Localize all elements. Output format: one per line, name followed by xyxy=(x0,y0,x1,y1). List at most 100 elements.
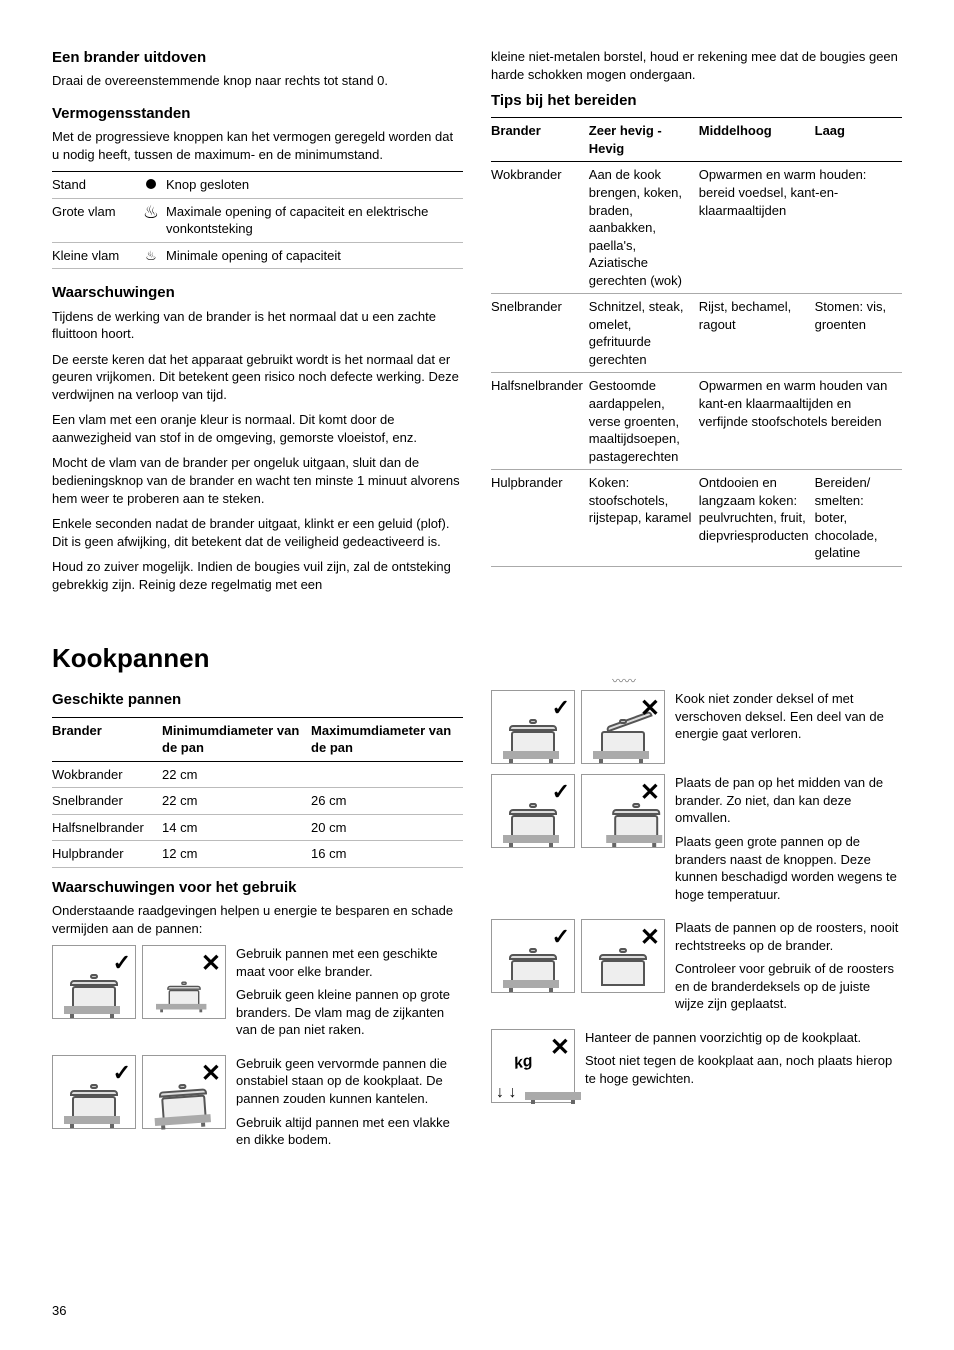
pan-cell: Wokbrander xyxy=(52,761,162,788)
heading-gebruik: Waarschuwingen voor het gebruik xyxy=(52,878,463,898)
pot-lid-on-icon xyxy=(491,690,575,764)
tip-l3: Gebruik geen vervormde pannen die onstab… xyxy=(236,1055,463,1108)
stand-row: Stand Knop gesloten xyxy=(52,172,463,199)
stand-label: Stand xyxy=(52,172,142,199)
tip-row-1: Gebruik pannen met een geschikte maat vo… xyxy=(52,945,463,1045)
tip-r2: Plaats de pan op het midden van de brand… xyxy=(675,774,902,827)
heading-geschikt: Geschikte pannen xyxy=(52,690,463,710)
down-arrows-icon: ↓ ↓ xyxy=(496,1082,516,1104)
pot-on-grate-icon xyxy=(491,919,575,993)
text-gebruik-intro: Onderstaande raadgevingen helpen u energ… xyxy=(52,902,463,937)
heading-kookpannen: Kookpannen xyxy=(52,641,902,676)
stand-desc: Minimale opening of capaciteit xyxy=(166,242,463,269)
kook-right-col: 〰〰 Kook niet zonder deksel of met versch… xyxy=(491,690,902,1164)
tips-cell: Opwarmen en warm houden: bereid voedsel,… xyxy=(699,162,902,294)
heavy-weight-icon: kg ↓ ↓ xyxy=(491,1029,575,1103)
pan-th-min: Minimumdiameter van de pan xyxy=(162,717,311,761)
stand-label: Kleine vlam xyxy=(52,242,142,269)
heading-uitdoven: Een brander uitdoven xyxy=(52,48,463,68)
pot-correct-size-icon xyxy=(52,945,136,1019)
table-tips: Brander Zeer hevig - Hevig Middelhoog La… xyxy=(491,117,902,567)
left-column: Een brander uitdoven Draai de overeenste… xyxy=(52,48,463,607)
table-stand: Stand Knop gesloten Grote vlam♨ Maximale op… xyxy=(52,171,463,269)
tips-cell: Rijst, bechamel, ragout xyxy=(699,294,815,373)
tip-l4: Gebruik altijd pannen met een vlakke en … xyxy=(236,1114,463,1149)
heading-waarschuwingen: Waarschuwingen xyxy=(52,283,463,303)
tip-r5: Controleer voor gebruik of de roosters e… xyxy=(675,960,902,1013)
stand-desc: Knop gesloten xyxy=(166,172,463,199)
pan-cell: 16 cm xyxy=(311,841,463,868)
pan-cell: 22 cm xyxy=(162,788,311,815)
pan-row: Wokbrander22 cm xyxy=(52,761,463,788)
warn-p5: Enkele seconden nadat de brander uitgaat… xyxy=(52,515,463,550)
tip-l1: Gebruik pannen met een geschikte maat vo… xyxy=(236,945,463,980)
pan-cell: Hulpbrander xyxy=(52,841,162,868)
large-flame-icon: ♨ xyxy=(143,203,159,221)
tips-cell: Gestoomde aardappelen, verse groenten, m… xyxy=(589,373,699,470)
tips-cell: Opwarmen en warm houden van kant-en klaa… xyxy=(699,373,902,470)
kookpannen-section: Kookpannen Geschikte pannen Brander Mini… xyxy=(52,641,902,1164)
heading-vermogen: Vermogensstanden xyxy=(52,104,463,124)
tips-cell: Wokbrander xyxy=(491,162,589,294)
kook-left-col: Geschikte pannen Brander Minimumdiameter… xyxy=(52,690,463,1164)
top-columns: Een brander uitdoven Draai de overeenste… xyxy=(52,48,902,607)
pot-flat-bottom-icon xyxy=(52,1055,136,1129)
pan-cell: 22 cm xyxy=(162,761,311,788)
warn-p1: Tijdens de werking van de brander is het… xyxy=(52,308,463,343)
warn-continued: kleine niet-metalen borstel, houd er rek… xyxy=(491,48,902,83)
tips-row: SnelbranderSchnitzel, steak, omelet, gef… xyxy=(491,294,902,373)
pan-cell: 20 cm xyxy=(311,814,463,841)
tip-l2: Gebruik geen kleine pannen op grote bran… xyxy=(236,986,463,1039)
tip-row-2: Gebruik geen vervormde pannen die onstab… xyxy=(52,1055,463,1155)
pan-cell xyxy=(311,761,463,788)
pot-centered-icon xyxy=(491,774,575,848)
tips-row: HalfsnelbranderGestoomde aardappelen, ve… xyxy=(491,373,902,470)
tip-r4: Plaats de pannen op de roosters, nooit r… xyxy=(675,919,902,954)
stand-row: Kleine vlam♨ Minimale opening of capacite… xyxy=(52,242,463,269)
pan-cell: Snelbrander xyxy=(52,788,162,815)
tip-r6: Hanteer de pannen voorzichtig op de kook… xyxy=(585,1029,902,1047)
pan-cell: Halfsnelbrander xyxy=(52,814,162,841)
tips-cell: Snelbrander xyxy=(491,294,589,373)
pot-offcenter-icon xyxy=(581,774,665,848)
tips-row: WokbranderAan de kook brengen, koken, br… xyxy=(491,162,902,294)
tip-row-r2: Plaats de pan op het midden van de brand… xyxy=(491,774,902,909)
tips-cell: Koken: stoofschotels, rijstepap, karamel xyxy=(589,470,699,567)
warn-p6: Houd zo zuiver mogelijk. Indien de bougi… xyxy=(52,558,463,593)
steam-icon: 〰〰 xyxy=(612,673,636,689)
right-column: kleine niet-metalen borstel, houd er rek… xyxy=(491,48,902,607)
stand-row: Grote vlam♨ Maximale opening of capacitei… xyxy=(52,198,463,242)
text-uitdoven: Draai de overeenstemmende knop naar rech… xyxy=(52,72,463,90)
pan-row: Snelbrander22 cm26 cm xyxy=(52,788,463,815)
stand-label: Grote vlam xyxy=(52,198,142,242)
tips-th-middel: Middelhoog xyxy=(699,118,815,162)
tip-row-r3: Plaats de pannen op de roosters, nooit r… xyxy=(491,919,902,1019)
text-vermogen: Met de progressieve knoppen kan het verm… xyxy=(52,128,463,163)
tips-cell: Halfsnelbrander xyxy=(491,373,589,470)
pot-lid-off-icon: 〰〰 xyxy=(581,690,665,764)
pot-small-on-large-icon xyxy=(142,945,226,1019)
tip-row-r1: 〰〰 Kook niet zonder deksel of met versch… xyxy=(491,690,902,764)
page-number: 36 xyxy=(52,1302,66,1320)
warn-p4: Mocht de vlam van de brander per ongeluk… xyxy=(52,454,463,507)
pot-warped-icon xyxy=(142,1055,226,1129)
tips-row: HulpbranderKoken: stoofschotels, rijstep… xyxy=(491,470,902,567)
pan-cell: 14 cm xyxy=(162,814,311,841)
pan-cell: 26 cm xyxy=(311,788,463,815)
tips-cell: Ontdooien en langzaam koken: peulvruchte… xyxy=(699,470,815,567)
tips-cell: Aan de kook brengen, koken, braden, aanb… xyxy=(589,162,699,294)
tip-row-r4: kg ↓ ↓ Hanteer de pannen voorzichtig op … xyxy=(491,1029,902,1103)
closed-knob-icon xyxy=(146,179,156,189)
pan-th-max: Maximumdiameter van de pan xyxy=(311,717,463,761)
pan-row: Halfsnelbrander14 cm20 cm xyxy=(52,814,463,841)
stand-desc: Maximale opening of capaciteit en elektr… xyxy=(166,198,463,242)
tip-r7: Stoot niet tegen de kookplaat aan, noch … xyxy=(585,1052,902,1087)
tips-cell: Stomen: vis, groenten xyxy=(815,294,902,373)
tip-r3: Plaats geen grote pannen op de branders … xyxy=(675,833,902,903)
tips-th-brander: Brander xyxy=(491,118,589,162)
tips-th-laag: Laag xyxy=(815,118,902,162)
table-pannen: Brander Minimumdiameter van de pan Maxim… xyxy=(52,717,463,868)
tip-r1: Kook niet zonder deksel of met verschove… xyxy=(675,690,902,743)
small-flame-icon: ♨ xyxy=(145,249,157,262)
pot-on-burner-icon xyxy=(581,919,665,993)
